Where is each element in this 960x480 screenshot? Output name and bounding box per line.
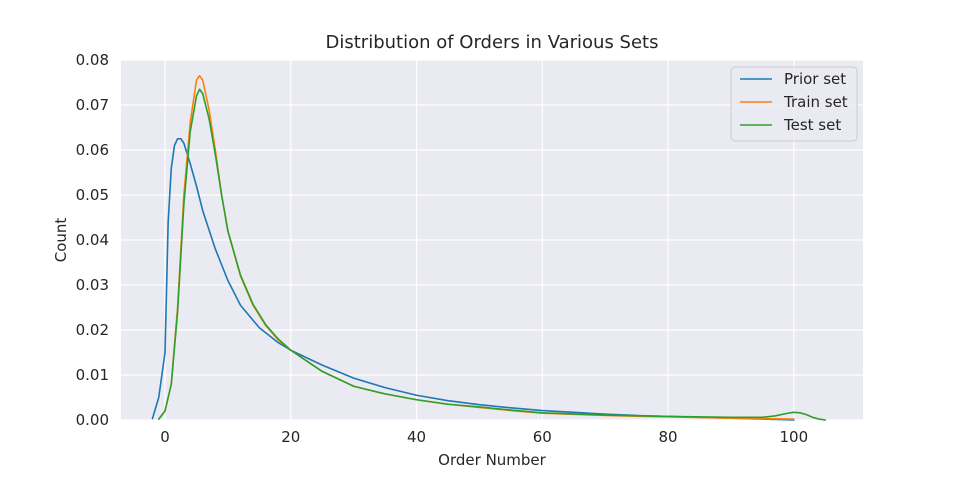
tick-labels: 0 20 40 60 80 100 0.00 0.01 0.02 0.03 0.04 0.05 0.06… [76, 51, 809, 446]
y-tick-label: 0.02 [76, 321, 109, 339]
legend-label: Test set [783, 116, 841, 134]
y-tick-label: 0.03 [76, 276, 109, 294]
y-tick-label: 0.08 [76, 51, 109, 69]
x-tick-label: 100 [780, 428, 809, 446]
y-axis-label: Count [52, 218, 70, 263]
y-tick-label: 0.01 [76, 366, 109, 384]
gridlines [121, 59, 863, 421]
series-layer [151, 74, 827, 421]
y-tick-label: 0.04 [76, 231, 109, 249]
legend-box [730, 66, 858, 142]
y-tick-label: 0.06 [76, 141, 109, 159]
legend-label: Train set [783, 93, 848, 111]
legend-label: Prior set [784, 70, 846, 88]
y-tick-label: 0.07 [76, 96, 109, 114]
series-line-test-set [157, 88, 827, 421]
chart-title: Distribution of Orders in Various Sets [326, 32, 659, 53]
y-tick-label: 0.00 [76, 411, 109, 429]
legend: Prior set Train set Test set [730, 66, 858, 142]
x-tick-label: 40 [407, 428, 426, 446]
x-tick-label: 0 [160, 428, 170, 446]
x-tick-label: 60 [533, 428, 552, 446]
y-tick-label: 0.05 [76, 186, 109, 204]
x-axis-label: Order Number [438, 451, 546, 469]
x-tick-label: 20 [281, 428, 300, 446]
x-tick-label: 80 [659, 428, 678, 446]
